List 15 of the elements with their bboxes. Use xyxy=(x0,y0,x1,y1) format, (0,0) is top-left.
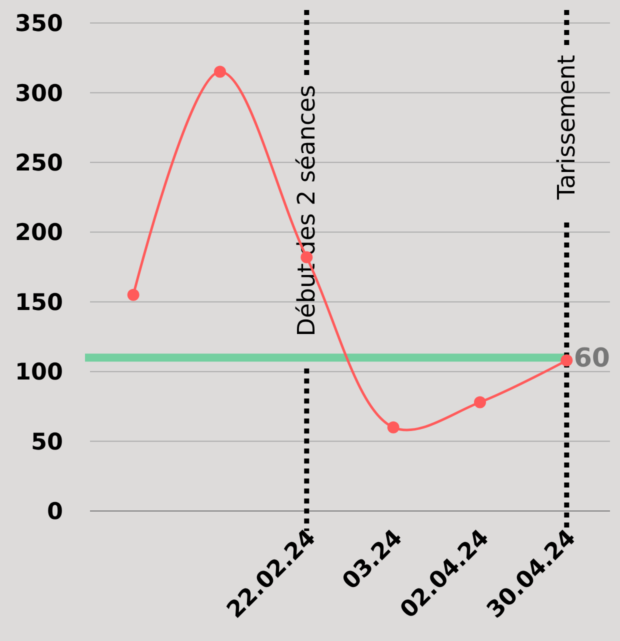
y-tick-label: 50 xyxy=(30,429,63,456)
y-tick-label: 0 xyxy=(46,499,63,526)
y-tick-label: 350 xyxy=(14,11,63,38)
y-tick-label: 100 xyxy=(14,360,63,386)
y-tick-label: 150 xyxy=(14,290,63,316)
y-tick-label: 200 xyxy=(14,220,63,246)
ref-line-label: Tarissement xyxy=(552,55,581,200)
annotation: 60 xyxy=(574,344,610,374)
y-tick-label: 300 xyxy=(14,80,63,107)
point xyxy=(387,421,400,434)
point xyxy=(474,396,486,408)
point xyxy=(127,288,140,301)
point xyxy=(560,354,573,366)
point xyxy=(214,66,226,78)
y-tick-label: 250 xyxy=(14,150,63,176)
